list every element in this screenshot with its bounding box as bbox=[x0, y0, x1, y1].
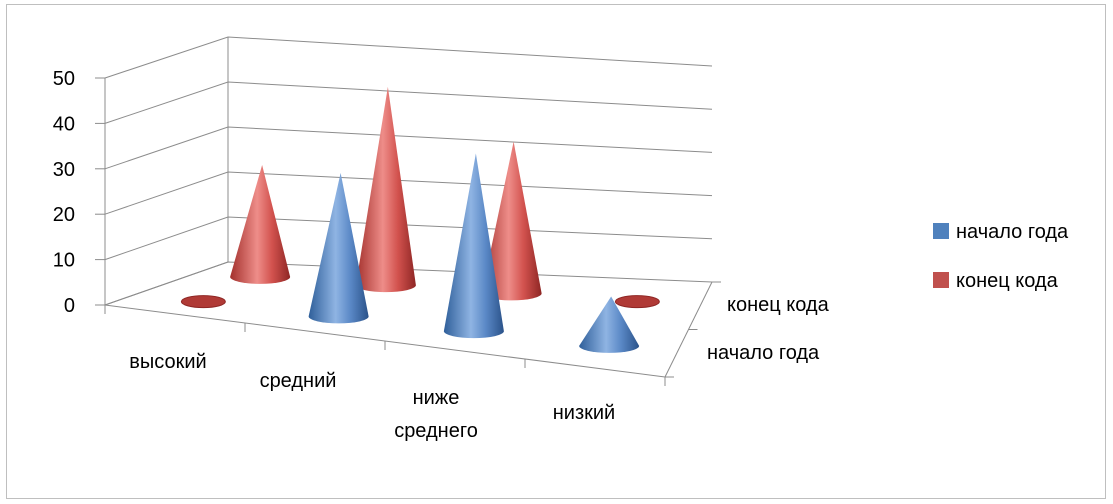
legend: начало года конец кода bbox=[933, 221, 1069, 292]
cone-end-0 bbox=[230, 165, 291, 284]
gridline bbox=[104, 81, 713, 124]
cone-body bbox=[481, 141, 542, 301]
legend-label-0: начало года bbox=[956, 221, 1069, 243]
cone-base-flat bbox=[614, 295, 660, 309]
label-layer: 01020304050высокийсреднийнижесреднегониж… bbox=[53, 68, 830, 442]
floor-left-edge bbox=[104, 261, 229, 306]
cone-layer bbox=[180, 86, 660, 353]
cone-body bbox=[308, 172, 369, 324]
chart-frame bbox=[6, 4, 1106, 499]
category-label-1: средний bbox=[260, 370, 337, 392]
cone-start-1 bbox=[308, 172, 369, 324]
y-tick-label: 30 bbox=[53, 159, 75, 181]
category-label-3: низкий bbox=[553, 402, 615, 424]
cone-end-1 bbox=[355, 86, 416, 293]
cone-body bbox=[355, 86, 416, 293]
cone-end-2 bbox=[481, 141, 542, 301]
cone-start-2 bbox=[443, 153, 504, 339]
y-tick-label: 40 bbox=[53, 113, 75, 135]
y-tick-label: 20 bbox=[53, 204, 75, 226]
category-label-part-2-0: ниже bbox=[413, 387, 460, 409]
legend-label-1: конец кода bbox=[956, 270, 1059, 292]
cone-body bbox=[443, 153, 504, 339]
depth-label-1: конец кода bbox=[727, 294, 830, 316]
cone-start-3 bbox=[579, 296, 640, 353]
y-tick-label: 50 bbox=[53, 68, 75, 90]
category-label-part-2-1: среднего bbox=[394, 420, 478, 442]
category-label-0: высокий bbox=[129, 351, 206, 373]
axis-layer bbox=[95, 37, 721, 386]
cone-body bbox=[230, 165, 291, 284]
cone-start-0 bbox=[180, 295, 226, 309]
legend-swatch-1 bbox=[933, 272, 949, 288]
cone-body bbox=[579, 296, 640, 353]
gridline bbox=[104, 36, 713, 79]
y-tick-label: 10 bbox=[53, 250, 75, 272]
cone-end-3 bbox=[614, 295, 660, 309]
depth-label-0: начало года bbox=[707, 342, 820, 364]
gridline bbox=[104, 126, 713, 170]
legend-swatch-0 bbox=[933, 223, 949, 239]
cone-base-flat bbox=[180, 295, 226, 309]
y-tick-label: 0 bbox=[64, 295, 75, 317]
gridline bbox=[104, 171, 713, 215]
